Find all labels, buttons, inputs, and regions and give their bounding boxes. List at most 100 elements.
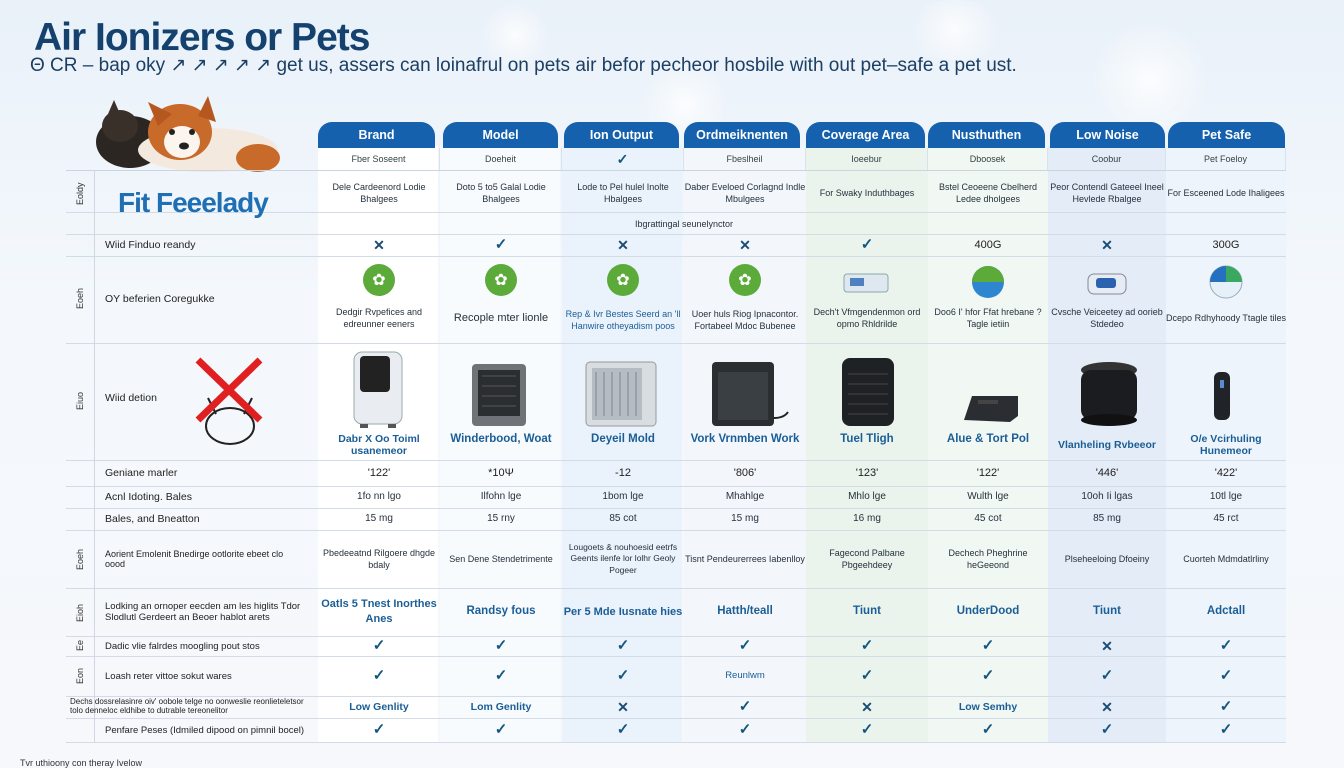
paw-icon: ✿ (607, 264, 639, 296)
check-icon: ✓ (860, 720, 874, 738)
column-bg (806, 146, 928, 742)
table-cell: 400G (974, 238, 1002, 251)
row-label: Penfare Peses (Idmiled dipood on pimnil … (105, 724, 305, 736)
column-header-6[interactable]: Nusthuthen (928, 122, 1045, 148)
table-cell: Ibgrattingal seunelynctor (634, 218, 734, 229)
table-cell: 300G (1212, 238, 1240, 251)
column-bg (1048, 146, 1166, 742)
product-name: O/e Vcirhuling Hunemeor (1190, 433, 1262, 457)
table-cell: *10Ψ (488, 466, 514, 479)
cross-icon: ✕ (373, 236, 385, 253)
comparison-table (66, 170, 1286, 743)
table-cell: Sen Dene Stendetrimente (449, 553, 553, 564)
table-cell: For Esceened Lode Ihaligees (1167, 187, 1285, 198)
air-ionizer-image (353, 351, 403, 428)
table-row (66, 719, 1286, 743)
column-subheader: Coobur (1048, 148, 1166, 170)
table-cell: '122' (976, 466, 1000, 479)
table-row (66, 461, 1286, 487)
product-name: Vork Vrnmben Work (690, 433, 800, 446)
side-label: Eiuo (75, 392, 85, 411)
page-subtitle: Θ CR – bap oky ↗ ↗ ↗ ↗ ↗ get us, assers … (30, 55, 1017, 76)
table-row (66, 171, 1286, 213)
page-title: Air Ionizers or Pets (34, 16, 370, 59)
check-icon: ✓ (1100, 666, 1114, 684)
table-cell: Mhahlge (725, 491, 765, 503)
check-icon: ✓ (1219, 636, 1233, 654)
row-label: Geniane marler (105, 467, 178, 479)
table-cell: Bstel Ceoeene Cbelherd Ledee dholgees (938, 181, 1038, 204)
table-cell: 10oh Ii lgas (1081, 491, 1133, 503)
table-row (66, 531, 1286, 589)
cross-icon: ✕ (617, 698, 629, 715)
check-icon: ✓ (981, 666, 995, 684)
column-bg (318, 146, 438, 742)
pie-icon (972, 266, 1004, 298)
table-cell: '123' (855, 466, 879, 479)
side-label: Eoeh (75, 548, 85, 570)
column-header-ion-output[interactable]: Ion Output (564, 122, 679, 148)
column-header-coverage-area[interactable]: Coverage Area (806, 122, 925, 148)
table-row (66, 487, 1286, 509)
column-subheader: Pet Foeloy (1166, 148, 1286, 170)
product-name: Vlanheling Rvbeeor (1057, 439, 1157, 452)
check-icon: ✓ (494, 636, 508, 654)
bokeh-light (480, 0, 550, 70)
table-cell: Dech't Vfmgendenmon ord opmo Rhldrilde (813, 306, 921, 329)
table-cell: 85 cot (609, 513, 637, 525)
paw-icon: ✿ (363, 264, 395, 296)
column-header-4[interactable]: Ordmeiknenten (684, 122, 800, 148)
table-cell: Reunlwm (725, 669, 765, 681)
column-bg (1166, 146, 1286, 742)
table-cell: Dechech Pheghrine heGeeond (948, 547, 1028, 570)
overlay-heading: Fit Feeelady (118, 187, 269, 218)
check-icon: ✓ (738, 720, 752, 738)
table-row (66, 589, 1286, 637)
row-label: OY beferien Coregukke (105, 293, 215, 305)
table-cell: -12 (615, 466, 631, 479)
table-cell: Uoer huls Riog Ipnacontor. Fortabeel Mdo… (691, 308, 799, 331)
table-row (66, 697, 1286, 719)
table-cell: UnderDood (956, 605, 1020, 618)
check-icon: ✓ (860, 666, 874, 684)
table-cell: 10tl lge (1209, 491, 1243, 503)
check-icon: ✓ (738, 636, 752, 654)
column-header-pet-safe[interactable]: Pet Safe (1168, 122, 1285, 148)
table-cell: Lom Genlity (470, 700, 532, 713)
table-cell: Wulth lge (967, 491, 1009, 503)
table-cell: Per 5 Mde Iusnate hies (563, 605, 683, 618)
column-bg (562, 146, 682, 742)
table-cell: '446' (1095, 466, 1119, 479)
row-label: Dechs dossrelasinre oiv' oobole telge no… (70, 697, 304, 715)
table-cell: Peor Contendl Gateeel Ineel Hevlede Rbal… (1050, 181, 1164, 204)
table-cell: '122' (367, 466, 391, 479)
check-icon: ✓ (738, 697, 752, 715)
table-cell: Oatls 5 Tnest Inorthes Anes (321, 598, 437, 625)
column-subheader: Dboosek (928, 148, 1048, 170)
table-cell: Pbedeeatnd Rilgoere dhgde bdaly (322, 547, 436, 570)
check-icon: ✓ (860, 636, 874, 654)
row-label: Wiid detion (105, 392, 157, 404)
cross-icon: ✕ (861, 698, 873, 715)
column-subheader: Ioeebur (806, 148, 928, 170)
bokeh-light (1090, 20, 1210, 140)
table-row (66, 657, 1286, 697)
table-cell: 15 mg (365, 513, 393, 525)
column-subheader: Doeheit (440, 148, 562, 170)
column-bg (928, 146, 1048, 742)
column-header-model[interactable]: Model (443, 122, 558, 148)
check-icon: ✓ (1100, 720, 1114, 738)
table-cell: Ilfohn lge (480, 491, 522, 503)
table-cell: Plseheeloing Dfoeiny (1064, 553, 1150, 564)
table-cell: Daber Eveloed Corlagnd Indle Mbulgees (684, 181, 806, 204)
column-header-low-noise[interactable]: Low Noise (1050, 122, 1165, 148)
device-icon (1087, 273, 1127, 295)
product-name: Winderbood, Woat (450, 433, 552, 446)
table-cell: Low Semhy (958, 700, 1018, 713)
table-cell: 16 mg (853, 513, 881, 525)
table-cell: 1fo nn lgo (357, 491, 401, 503)
footer-note: Tvr uthioony con theray Ivelow (20, 758, 143, 768)
table-cell: Fagecond Palbane Pbgeehdeey (829, 547, 905, 570)
column-header-brand[interactable]: Brand (318, 122, 435, 148)
table-row (66, 509, 1286, 531)
